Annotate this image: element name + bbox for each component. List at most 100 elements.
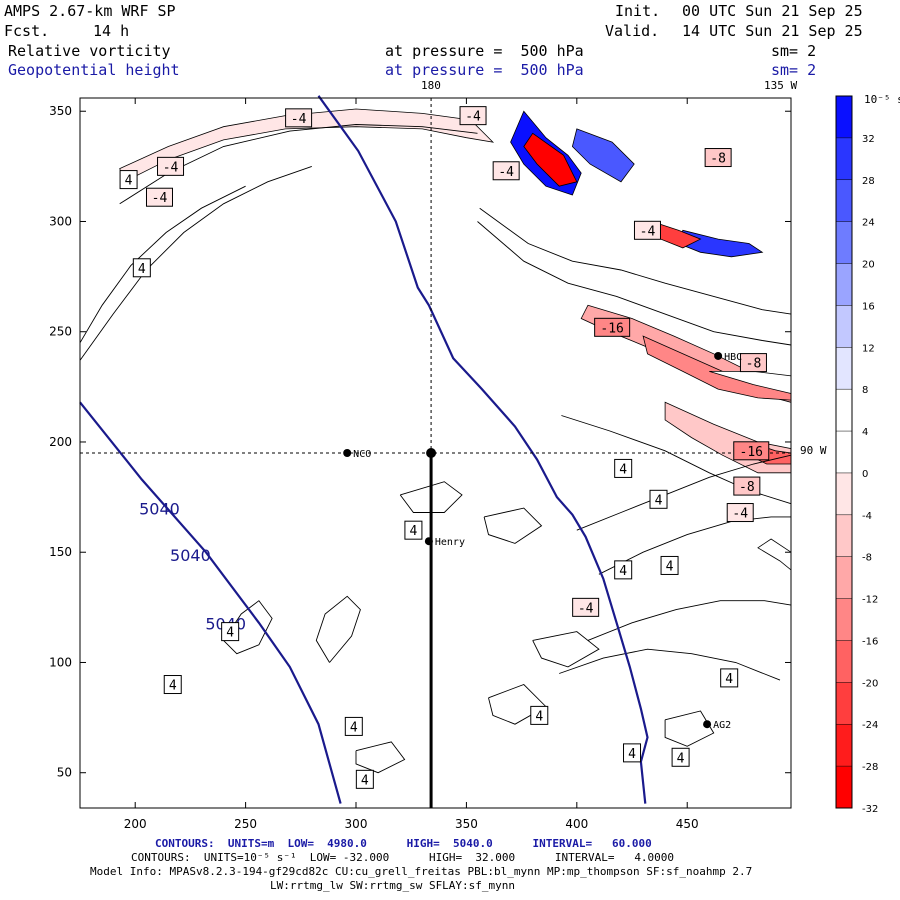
vorticity-label-box [594,317,631,337]
vorticity-label-box [344,716,363,736]
footer-line-2: CONTOURS: UNITS=10⁻⁵ s⁻¹ LOW= -32.000 HI… [131,851,675,864]
vorticity-label-box [145,187,173,207]
vorticity-label-box [704,148,732,168]
vorticity-contour [223,600,273,655]
vorticity-label: -4 [498,165,514,180]
colorbar-swatch [836,766,852,808]
vorticity-label: 4 [138,262,146,277]
vorticity-contour [355,741,406,774]
model-title: AMPS 2.67-km WRF SP [4,2,176,20]
vorticity-label: 4 [666,559,674,574]
vorticity-label-box [614,458,633,478]
colorbar-swatch [836,137,852,180]
colorbar-tick-label: 0 [862,469,868,480]
colorbar-tick-label: 16 [862,301,875,312]
vorticity-label-box [733,476,761,496]
station-label: Henry [435,537,465,548]
y-tick-label: 300 [49,214,72,228]
field1-name: Relative vorticity [8,42,171,60]
y-tick-label: 150 [49,545,72,559]
vorticity-label: -8 [739,480,755,495]
valid-label: Valid. [605,22,660,40]
vorticity-contour [576,454,792,531]
x-tick-label: 450 [676,817,699,831]
vorticity-label: 4 [535,709,543,724]
station-label: HBC [724,352,742,363]
colorbar-tick-label: -16 [862,636,878,647]
colorbar-tick-label: -28 [862,762,878,773]
vorticity-label: 4 [725,672,733,687]
field1-sm: sm= 2 [771,42,817,60]
vorticity-label: 4 [226,626,234,641]
colorbar-swatch [836,556,852,599]
station-marker [424,537,433,546]
vorticity-label: 4 [677,751,685,766]
colorbar-tick-label: -24 [862,720,878,731]
vorticity-label-box [285,108,313,128]
colorbar-tick-label: 20 [862,260,875,271]
y-tick-label: 100 [49,655,72,669]
y-tick-label: 250 [49,325,72,339]
colorbar-tick-label: 4 [862,427,868,438]
colorbar-units: 10⁻⁵ s⁻¹ [864,93,900,106]
vorticity-label-box [404,520,423,540]
vorticity-label: -4 [732,507,748,522]
colorbar-swatch [836,179,852,222]
height-contour-line [79,401,342,804]
colorbar-tick-label: -8 [862,553,872,564]
vorticity-label: 4 [125,174,133,189]
y-tick-label: 50 [57,766,72,780]
height-contour-label: 5040 [170,546,211,565]
vorticity-label-box [530,705,549,725]
vorticity-label-box [660,555,679,575]
colorbar-swatch [836,724,852,767]
vorticity-label-box [623,743,642,763]
colorbar-tick-label: 24 [862,218,875,229]
x-tick-label: 400 [565,817,588,831]
vorticity-contour [477,221,792,346]
colorbar-swatch [836,598,852,641]
lat-label-90w: 90 W [800,444,827,457]
colorbar-tick-label: -20 [862,678,878,689]
vorticity-region [571,128,635,183]
vorticity-contour [664,710,715,747]
vorticity-contour [559,648,781,681]
vorticity-label-box [221,622,240,642]
footer-line-3: Model Info: MPASv8.2.3-194-gf29cd82c CU:… [90,865,753,878]
vorticity-label: -8 [710,152,726,167]
vorticity-label: 4 [619,564,627,579]
vorticity-label: 4 [628,747,636,762]
station-label: NCO [353,449,371,460]
colorbar-tick-label: -32 [862,804,878,815]
vorticity-label: 4 [410,524,418,539]
x-tick-label: 300 [345,817,368,831]
vorticity-label-box [733,441,770,461]
vorticity-label-box [726,503,754,523]
vorticity-label: 4 [655,493,663,508]
vorticity-contour [79,165,312,361]
vorticity-label: -16 [740,445,763,460]
station-label: AG2 [713,720,731,731]
vorticity-label-box [355,769,374,789]
colorbar-swatch [836,472,852,515]
vorticity-label: -4 [578,601,594,616]
colorbar-swatch [836,389,852,432]
valid-time: 14 UTC Sun 21 Sep 25 [682,22,863,40]
colorbar-swatch [836,347,852,390]
vorticity-label: -16 [600,321,623,336]
colorbar-swatch [836,305,852,348]
vorticity-label: 4 [169,679,177,694]
plot-frame [79,97,792,809]
y-tick-label: 200 [49,435,72,449]
colorbar-tick-label: -4 [862,511,872,522]
station-marker [703,720,712,729]
vorticity-contour [483,507,543,544]
colorbar-swatch [836,640,852,683]
footer-line-4: LW:rrtmg_lw SW:rrtmg_sw SFLAY:sf_mynn [270,879,516,892]
vorticity-contour [598,516,791,575]
height-contour-line [317,95,649,804]
vorticity-label-box [119,170,138,190]
vorticity-label: -4 [163,160,179,175]
lon-label-135w: 135 W [764,79,798,92]
colorbar-tick-label: 28 [862,176,875,187]
